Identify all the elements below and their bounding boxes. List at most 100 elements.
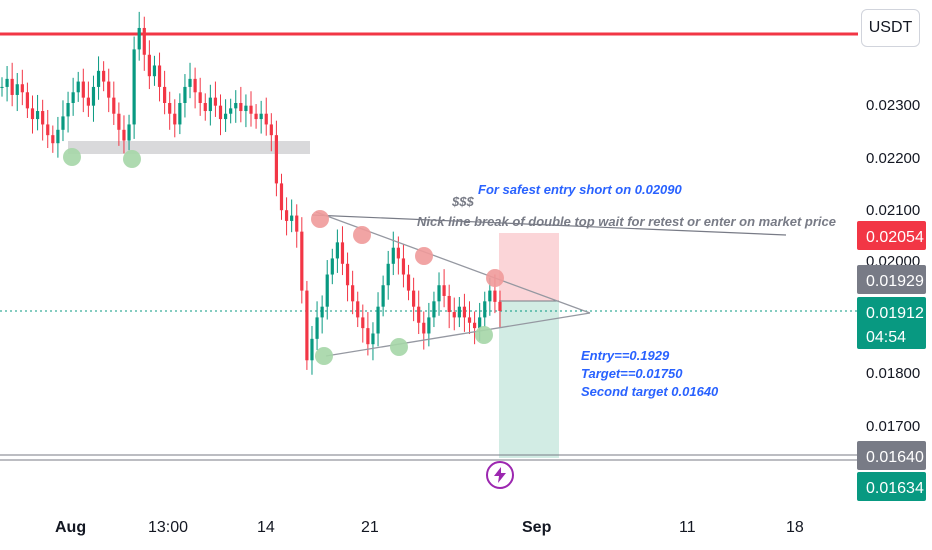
candle [137, 27, 141, 50]
candle [51, 135, 55, 144]
candle [427, 317, 431, 334]
candle [340, 242, 345, 264]
safest-entry-note: For safest entry short on 0.02090 [478, 182, 683, 197]
candle [223, 113, 228, 120]
entry-note: Entry==0.1929 [581, 348, 670, 363]
time-tick: Aug [55, 519, 86, 536]
swing-low-marker [63, 148, 81, 166]
candle [417, 306, 421, 323]
candle [274, 135, 279, 184]
time-tick: 18 [786, 519, 804, 536]
swing-low-marker [315, 347, 333, 365]
candle [457, 306, 461, 318]
candle [132, 49, 136, 125]
countdown: 04:54 [866, 329, 906, 346]
candle [295, 215, 299, 232]
dollar-note: $$$ [451, 194, 474, 209]
candle [127, 124, 131, 141]
time-tick: 14 [257, 519, 275, 536]
candle [259, 113, 263, 120]
candle [142, 27, 146, 55]
candle [406, 274, 411, 291]
candle [381, 285, 385, 307]
candle [20, 84, 24, 93]
swing-high-marker [311, 210, 329, 228]
candle [264, 113, 268, 125]
candle [244, 105, 248, 112]
candle [356, 301, 360, 318]
swing-low-marker [475, 326, 493, 344]
candle [320, 306, 324, 318]
candle [157, 65, 162, 87]
candle [376, 306, 380, 334]
currency-selector[interactable]: USDT [861, 9, 920, 47]
candle [76, 81, 80, 93]
target-zone [499, 301, 559, 458]
candle [483, 301, 487, 318]
candle [71, 92, 75, 103]
target-note: Target==0.01750 [581, 366, 683, 381]
swing-low-marker [123, 150, 141, 168]
price-tick: 0.02300 [866, 97, 920, 114]
price-tag-bottom: 0.01634 [857, 472, 926, 501]
candle [366, 328, 370, 345]
candle [290, 215, 294, 221]
candle [122, 129, 126, 141]
candle [325, 274, 329, 307]
candle [10, 78, 14, 95]
svg-text:0.01634: 0.01634 [866, 480, 924, 497]
candle [102, 70, 106, 82]
candle [396, 247, 400, 259]
candle [183, 86, 187, 103]
candle [315, 317, 319, 339]
candle [386, 263, 390, 286]
candle [330, 258, 334, 275]
candle [229, 108, 233, 114]
candle [239, 103, 243, 112]
candle [41, 111, 45, 125]
candle [305, 290, 309, 361]
candle [234, 103, 238, 109]
candle [488, 290, 492, 302]
candle [472, 322, 477, 329]
candle [5, 78, 9, 87]
swing-low-marker [390, 338, 408, 356]
time-tick: Sep [522, 519, 552, 536]
candle [107, 81, 111, 98]
candle [203, 103, 207, 112]
candle [81, 81, 85, 98]
candle [498, 301, 502, 311]
candle [442, 285, 446, 296]
neckline-note: Nick line break of double top wait for r… [417, 214, 836, 229]
candle [345, 263, 350, 286]
time-tick: 11 [679, 519, 696, 536]
triangle-lower-line[interactable] [325, 312, 591, 357]
price-tag-target2: 0.01640 [857, 441, 926, 470]
candle [213, 97, 218, 106]
candle [198, 92, 202, 103]
candle [91, 86, 96, 106]
candle [0, 86, 4, 88]
candle [66, 103, 70, 117]
candle [35, 111, 40, 120]
swing-high-marker [415, 247, 433, 265]
candle [412, 290, 416, 307]
candle [493, 290, 497, 302]
candle [310, 338, 314, 361]
candle [462, 306, 467, 318]
candle [96, 70, 101, 87]
candle [173, 113, 177, 125]
candle [188, 78, 192, 87]
candle [112, 97, 116, 114]
candle [279, 183, 284, 211]
candle [335, 242, 339, 259]
candle [422, 322, 426, 334]
candle [284, 210, 289, 221]
flash-icon[interactable] [486, 461, 514, 489]
candle [30, 108, 35, 120]
svg-text:0.01929: 0.01929 [866, 273, 924, 290]
candle [86, 97, 90, 106]
double-top-neckline[interactable] [311, 214, 787, 236]
candle [437, 285, 441, 302]
